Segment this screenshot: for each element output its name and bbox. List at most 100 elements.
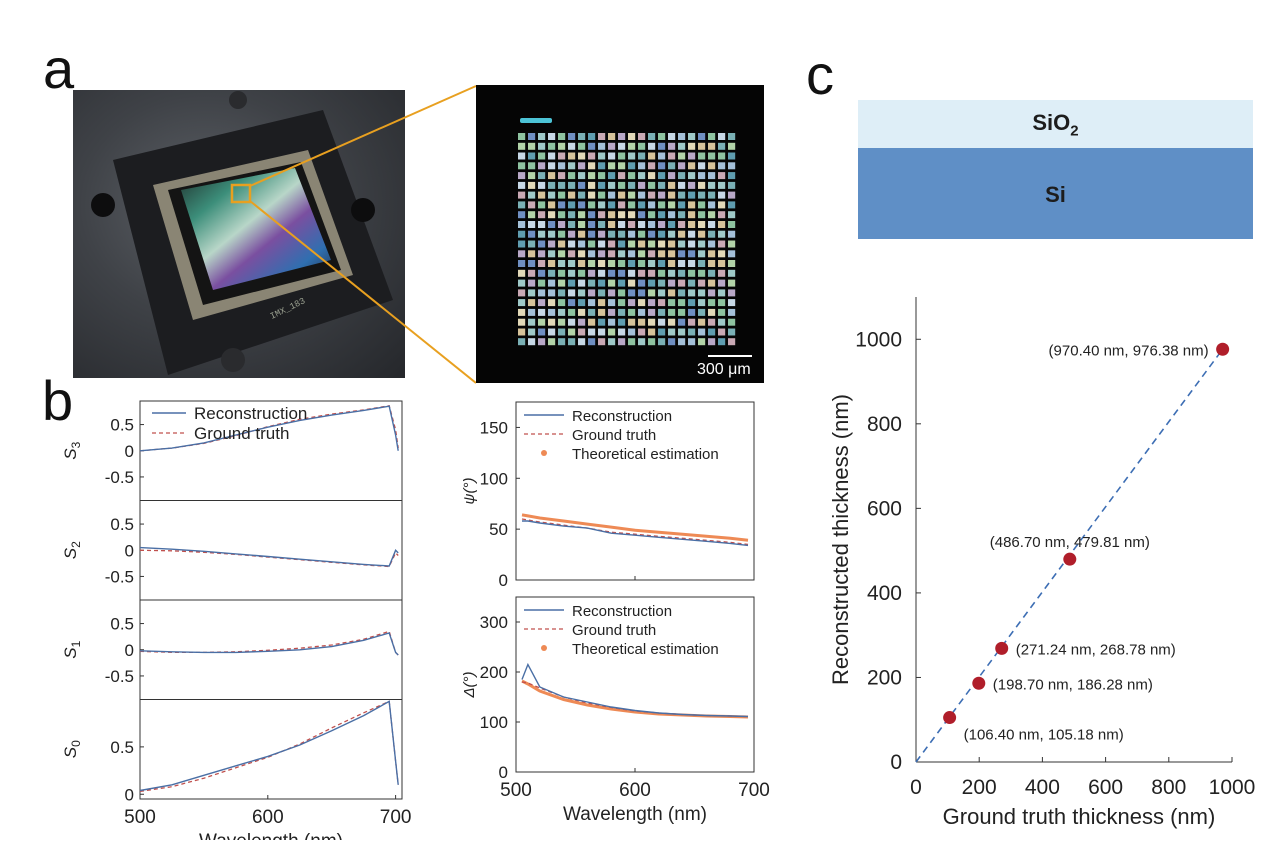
filter-cell [728,269,736,277]
filter-cell [578,152,586,160]
filter-cell [538,240,546,248]
filter-cell [588,211,596,219]
filter-cell [718,318,726,326]
sio2-label: SiO [1032,110,1071,135]
filter-cell [688,279,696,287]
filter-cell [668,221,676,228]
scale-bar-label: 300 μm [697,361,751,378]
filter-cell [538,318,546,326]
filter-cell [678,211,686,219]
filter-cell [598,318,606,326]
filter-cell [708,162,716,170]
filter-cell [548,191,556,199]
filter-cell [688,308,696,316]
filter-cell [538,181,546,189]
filter-cell [608,308,616,316]
filter-cell [568,133,576,140]
filter-cell [538,250,546,258]
filter-cell [518,279,526,287]
filter-cell [608,191,616,199]
filter-cell [698,260,706,267]
filter-cell [648,191,656,199]
filter-cell [678,201,686,209]
filter-cell [588,250,596,258]
thickness-data-point [943,711,957,725]
filter-cell [698,240,706,248]
stokes-y-axis-index: 0 [69,740,83,747]
filter-cell [718,299,726,307]
thickness-y-tick-label: 200 [867,666,902,689]
filter-cell [628,289,636,297]
filter-cell [708,308,716,316]
filter-cell [518,172,526,180]
filter-cell [568,318,576,326]
filter-cell [578,338,586,346]
filter-cell [638,230,646,238]
filter-cell [638,269,646,277]
filter-cell [638,211,646,219]
delta-x-tick-label: 600 [619,780,651,801]
filter-cell [698,328,706,336]
filter-cell [588,328,596,336]
stokes-y-axis-index: 1 [69,640,83,647]
filter-cell [668,162,676,170]
filter-cell [628,181,636,189]
filter-cell [718,260,726,267]
filter-cell [628,142,636,150]
filter-cell [638,240,646,248]
filter-cell [568,299,576,307]
filter-cell [538,230,546,238]
stokes-y-axis-letter: S [61,746,80,758]
filter-cell [598,142,606,150]
filter-cell [578,172,586,180]
filter-cell [718,240,726,248]
filter-cell [628,338,636,346]
filter-cell [618,338,626,346]
filter-cell [548,299,556,307]
filter-cell [708,221,716,228]
filter-cell [528,279,536,287]
filter-cell [708,269,716,277]
filter-cell [648,221,656,228]
filter-cell [718,250,726,258]
filter-cell [528,181,536,189]
filter-cell [558,240,566,248]
filter-cell [668,250,676,258]
filter-cell [588,299,596,307]
filter-cell [658,318,666,326]
stokes-y-tick-label: 0 [125,442,134,461]
filter-cells [518,133,736,346]
filter-cell [698,181,706,189]
filter-cell [618,299,626,307]
filter-cell [648,152,656,160]
filter-cell [598,240,606,248]
filter-cell [678,162,686,170]
filter-cell [698,289,706,297]
filter-cell [588,318,596,326]
filter-cell [558,250,566,258]
filter-cell [568,221,576,228]
filter-cell [658,201,666,209]
filter-cell [598,230,606,238]
filter-cell [608,269,616,277]
filter-cell [678,221,686,228]
filter-cell [578,181,586,189]
filter-cell [668,172,676,180]
filter-cell [688,269,696,277]
filter-cell [628,230,636,238]
filter-cell [558,269,566,277]
thickness-y-axis-label: Reconstructed thickness (nm) [828,394,853,685]
filter-cell [618,152,626,160]
filter-cell [558,191,566,199]
filter-cell [718,162,726,170]
stokes-legend-label-ground-truth: Ground truth [194,424,289,443]
filter-cell [708,230,716,238]
filter-cell [708,289,716,297]
stokes-y-tick-label: -0.5 [105,468,134,487]
filter-cell [538,328,546,336]
filter-cell [718,152,726,160]
filter-cell [728,191,736,199]
filter-cell [588,181,596,189]
filter-cell [608,318,616,326]
